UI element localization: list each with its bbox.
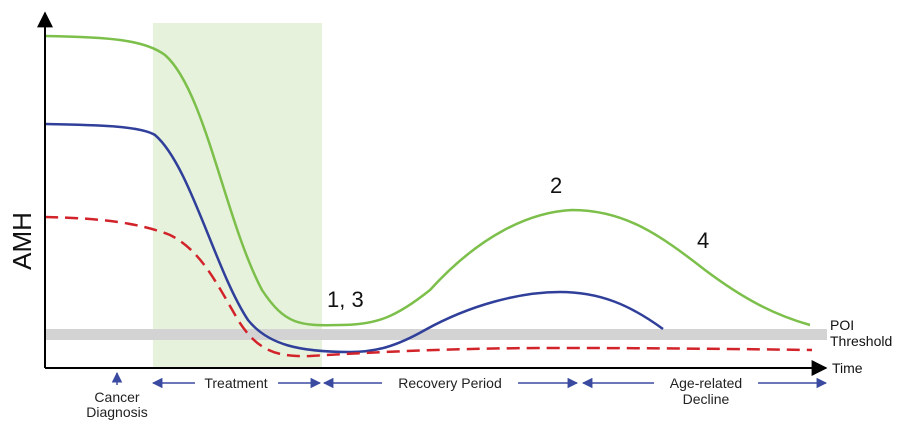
treatment-region [153,23,322,368]
poi-threshold-label-line2: Threshold [830,333,892,349]
poi-threshold-band [45,329,827,340]
amh-curve-low [44,215,813,358]
decline-label-line1: Age-related [670,375,742,391]
treatment-label: Treatment [204,375,267,391]
amh-curve-high [44,34,811,327]
annotation-1-3: 1, 3 [327,287,364,312]
poi-threshold-label-line1: POI [830,317,854,333]
y-axis-label: AMH [7,212,37,270]
annotation-4: 4 [697,228,709,253]
diagnosis-label-line1: Cancer [94,389,139,405]
recovery-label: Recovery Period [398,375,502,391]
annotation-2: 2 [550,173,562,198]
diagnosis-label-line2: Diagnosis [86,404,147,420]
decline-label-line2: Decline [683,391,730,407]
amh-curve-mid [44,122,664,354]
x-axis-label: Time [832,360,863,376]
